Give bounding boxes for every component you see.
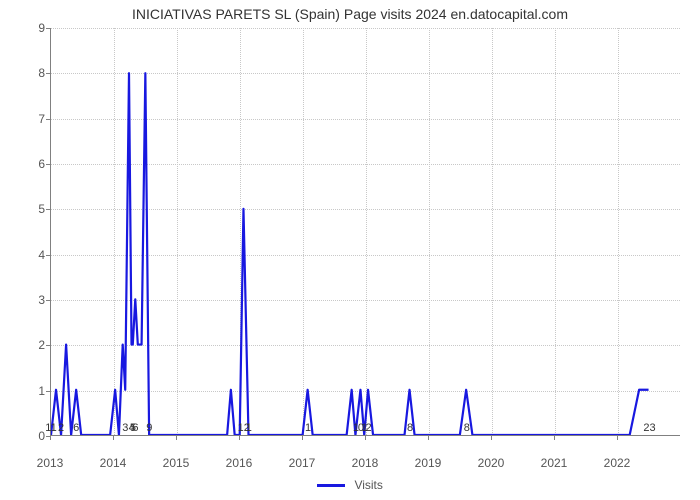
x-tick-label: 2020 bbox=[478, 456, 505, 470]
y-tick-label: 3 bbox=[5, 293, 45, 307]
x-tick bbox=[617, 436, 618, 440]
x-tick bbox=[239, 436, 240, 440]
x-tick bbox=[365, 436, 366, 440]
x-tick bbox=[491, 436, 492, 440]
data-point-label: 2 bbox=[58, 422, 64, 434]
legend-label: Visits bbox=[354, 478, 382, 492]
x-tick bbox=[50, 436, 51, 440]
x-tick bbox=[428, 436, 429, 440]
legend: Visits bbox=[0, 478, 700, 492]
x-tick-label: 2014 bbox=[100, 456, 127, 470]
data-point-label: 6 bbox=[132, 422, 138, 434]
x-tick bbox=[302, 436, 303, 440]
data-point-label: 23 bbox=[643, 422, 655, 434]
data-point-label: 11 bbox=[45, 422, 56, 434]
x-tick-label: 2015 bbox=[163, 456, 190, 470]
x-tick-label: 2013 bbox=[37, 456, 64, 470]
x-tick-label: 2022 bbox=[604, 456, 631, 470]
x-tick-label: 2018 bbox=[352, 456, 379, 470]
data-point-label: 8 bbox=[464, 422, 470, 434]
y-tick-label: 7 bbox=[5, 112, 45, 126]
y-tick-label: 8 bbox=[5, 66, 45, 80]
data-point-label: 8 bbox=[407, 422, 413, 434]
y-tick-label: 6 bbox=[5, 157, 45, 171]
legend-swatch bbox=[317, 484, 345, 487]
data-point-label: 2 bbox=[365, 422, 371, 434]
y-tick-label: 2 bbox=[5, 338, 45, 352]
data-point-label: 3 bbox=[122, 422, 128, 434]
x-tick-label: 2016 bbox=[226, 456, 253, 470]
x-tick bbox=[113, 436, 114, 440]
data-point-label: 1 bbox=[246, 422, 252, 434]
x-tick bbox=[554, 436, 555, 440]
y-tick-label: 4 bbox=[5, 248, 45, 262]
plot-area: 112634569121110128823 bbox=[50, 28, 680, 436]
y-tick-label: 1 bbox=[5, 384, 45, 398]
x-tick-label: 2019 bbox=[415, 456, 442, 470]
y-tick-label: 9 bbox=[5, 21, 45, 35]
y-tick-label: 0 bbox=[5, 429, 45, 443]
data-point-label: 1 bbox=[305, 422, 311, 434]
data-point-label: 9 bbox=[146, 422, 152, 434]
data-line bbox=[51, 28, 680, 435]
data-point-label: 6 bbox=[73, 422, 79, 434]
y-tick-label: 5 bbox=[5, 202, 45, 216]
x-tick-label: 2017 bbox=[289, 456, 316, 470]
x-tick-label: 2021 bbox=[541, 456, 568, 470]
chart-container: INICIATIVAS PARETS SL (Spain) Page visit… bbox=[0, 0, 700, 500]
chart-title: INICIATIVAS PARETS SL (Spain) Page visit… bbox=[0, 6, 700, 22]
x-tick bbox=[176, 436, 177, 440]
